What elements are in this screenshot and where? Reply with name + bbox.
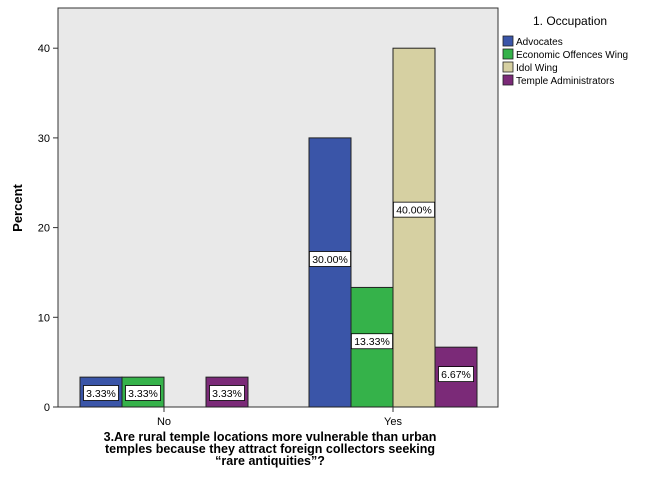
data-label-text: 13.33%	[354, 336, 390, 348]
y-tick-label: 20	[38, 223, 50, 235]
data-label-box	[392, 201, 435, 218]
data-label: 30.00%	[308, 251, 351, 267]
data-label-box	[209, 385, 245, 401]
y-tick-label: 0	[44, 402, 50, 414]
data-label: 3.33%	[209, 385, 245, 401]
legend-title: 1. Occupation	[533, 14, 607, 28]
data-label-text: 30.00%	[312, 254, 348, 266]
legend-swatch	[502, 48, 514, 60]
legend-item: Temple Administrators	[502, 74, 614, 87]
data-label-text: 3.33%	[128, 388, 158, 400]
bar	[308, 137, 352, 408]
legend-swatch	[502, 35, 514, 47]
legend-item: Economic Offences Wing	[502, 48, 628, 61]
data-label-box	[83, 385, 119, 401]
y-tick-label: 10	[38, 312, 50, 324]
y-axis: 0 10 20 30 40	[38, 43, 58, 414]
x-tick-label: Yes	[384, 416, 402, 428]
data-label: 6.67%	[438, 366, 474, 382]
data-label-box	[125, 385, 161, 401]
bar	[392, 47, 436, 408]
legend-label: Advocates	[516, 37, 563, 48]
data-label: 13.33%	[350, 333, 393, 350]
y-tick-label: 30	[38, 133, 50, 145]
x-axis: No Yes	[157, 407, 402, 428]
legend-label: Idol Wing	[516, 63, 558, 74]
data-label-text: 3.33%	[212, 388, 242, 400]
x-axis-title: 3.Are rural temple locations more vulner…	[104, 430, 437, 468]
legend-swatch	[502, 61, 514, 73]
data-label-text: 3.33%	[86, 388, 116, 400]
legend-item: Idol Wing	[502, 61, 558, 74]
data-label-box	[438, 366, 474, 382]
legend: 1. Occupation Advocates Economic Offences…	[502, 14, 628, 87]
data-label-box	[308, 251, 351, 267]
x-axis-title-line: 3.Are rural temple locations more vulner…	[104, 430, 437, 444]
legend-label: Economic Offences Wing	[516, 50, 628, 61]
data-label: 40.00%	[392, 201, 435, 218]
data-label-text: 40.00%	[396, 205, 432, 217]
legend-swatch	[502, 74, 514, 86]
legend-label: Temple Administrators	[516, 76, 614, 87]
x-axis-title-line: “rare antiquities”?	[215, 454, 325, 468]
y-tick-label: 40	[38, 43, 50, 55]
x-axis-title-line: temples because they attract foreign col…	[105, 442, 435, 456]
data-label-text: 6.67%	[441, 369, 471, 381]
data-labels-group: 3.33% 3.33% 3.33% 30.00% 13.33% 40.00% 6.67%	[83, 201, 474, 401]
legend-item: Advocates	[502, 35, 563, 48]
data-label: 3.33%	[83, 385, 119, 401]
x-tick-label: No	[157, 416, 171, 428]
data-label-box	[350, 333, 393, 350]
y-axis-label: Percent	[10, 183, 25, 231]
data-label: 3.33%	[125, 385, 161, 401]
